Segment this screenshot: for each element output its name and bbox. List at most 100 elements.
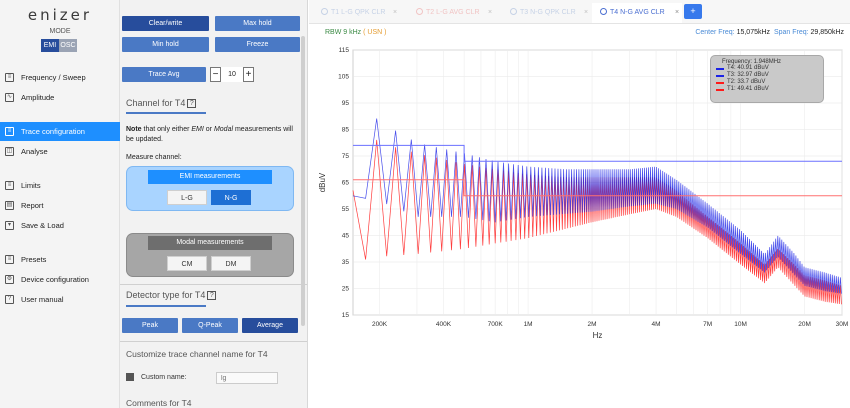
sidebar-item-device-configuration[interactable]: ⚙ Device configuration: [0, 270, 120, 289]
tab-close-icon[interactable]: ×: [488, 9, 493, 16]
sidebar-item-label: Analyse: [21, 147, 48, 156]
tab-close-icon[interactable]: ×: [675, 9, 680, 16]
custom-name-row: Custom name:: [126, 373, 187, 381]
y-tick-label: 105: [338, 74, 349, 81]
max-hold-button[interactable]: Max hold: [215, 16, 300, 31]
x-tick-label: 1M: [524, 321, 533, 328]
spectrum-svg: 15 25 35 45 55 65 75 85 95 105 115 200K 400K 700K 1M 2M…: [318, 47, 849, 340]
limits-icon: ≡: [5, 181, 14, 190]
custom-name-label: Custom name:: [141, 373, 187, 381]
note-bold: Note: [126, 126, 142, 133]
sidebar-item-presets[interactable]: ≡ Presets: [0, 250, 120, 269]
trace-avg-input[interactable]: [221, 67, 243, 82]
help-icon[interactable]: ?: [207, 291, 217, 300]
y-tick-label: 85: [342, 127, 350, 134]
clear-write-button[interactable]: Clear/write: [122, 16, 209, 31]
increment-button[interactable]: +: [243, 67, 254, 82]
note-modal: Modal: [213, 126, 234, 133]
legend-swatch: [716, 74, 724, 77]
limit-line-2: [353, 144, 842, 162]
decrement-button[interactable]: −: [210, 67, 221, 82]
app-logo: enizer: [27, 6, 93, 24]
note-text: or: [203, 126, 214, 133]
mode-osc-button[interactable]: OSC: [59, 39, 77, 52]
x-tick-label: 10M: [734, 321, 747, 328]
sidebar-item-user-manual[interactable]: ? User manual: [0, 290, 120, 309]
trace-avg-button[interactable]: Trace Avg: [122, 67, 206, 82]
x-axis-label: Hz: [593, 331, 603, 340]
tab-close-icon[interactable]: ×: [393, 9, 398, 16]
eye-icon: [416, 8, 423, 15]
trace-line-2: [352, 118, 842, 294]
x-tick-label: 400K: [436, 321, 452, 328]
add-trace-button[interactable]: +: [684, 4, 702, 19]
trace-avg-stepper: − +: [210, 67, 254, 82]
tab-t3[interactable]: T3 N-G QPK CLR: [502, 3, 594, 23]
note-text: that only either: [141, 126, 192, 133]
limit-line-1: [353, 179, 842, 197]
legend-label: T2: 33.7 dBuV: [727, 79, 766, 85]
sidebar-item-label: Save & Load: [21, 221, 64, 230]
peak-button[interactable]: Peak: [122, 318, 178, 333]
y-tick-label: 55: [342, 206, 350, 213]
x-tick-label: 30M: [836, 321, 849, 328]
report-icon: ▤: [5, 201, 14, 210]
spectrum-chart[interactable]: 15 25 35 45 55 65 75 85 95 105 115 200K 400K 700K 1M 2M…: [309, 38, 850, 408]
y-tick-label: 65: [342, 180, 350, 187]
span-freq-value: 29,850kHz: [810, 29, 844, 36]
sidebar-item-label: User manual: [21, 295, 64, 304]
sidebar-item-save-load[interactable]: ▾ Save & Load: [0, 216, 120, 235]
section-underline: [126, 305, 206, 307]
lg-channel-button[interactable]: L-G: [167, 190, 207, 205]
ng-channel-button[interactable]: N-G: [211, 190, 251, 205]
customize-section-title: Customize trace channel name for T4: [126, 349, 268, 359]
custom-name-input[interactable]: [216, 372, 278, 384]
divider: [120, 284, 307, 285]
min-hold-button[interactable]: Min hold: [122, 37, 209, 52]
save-icon: ▾: [5, 221, 14, 230]
x-tick-label: 20M: [798, 321, 811, 328]
sidebar-item-label: Device configuration: [21, 275, 89, 284]
x-tick-label: 7M: [703, 321, 712, 328]
tab-t4[interactable]: T4 N-G AVG CLR: [592, 3, 682, 23]
y-tick-label: 15: [342, 312, 350, 319]
tab-t2[interactable]: T2 L-G AVG CLR: [408, 3, 500, 23]
sidebar-item-trace-configuration[interactable]: ≡ Trace configuration: [0, 122, 120, 141]
panel-scrollbar[interactable]: [301, 36, 305, 326]
legend-swatch: [716, 81, 724, 84]
tab-label: T1 L-G QPK CLR: [331, 9, 386, 16]
custom-name-checkbox[interactable]: [126, 373, 134, 381]
note-emi: EMI: [191, 126, 204, 133]
average-button[interactable]: Average: [242, 318, 298, 333]
legend-entry: T3: 32.97 dBuV: [716, 72, 818, 79]
channel-section-label: Channel for T4: [126, 98, 186, 108]
mode-emi-button[interactable]: EMI: [41, 39, 59, 52]
modal-measurements-header: Modal measurements: [148, 236, 272, 250]
dm-button[interactable]: DM: [211, 256, 251, 271]
detector-section-label: Detector type for T4: [126, 290, 206, 300]
qpeak-button[interactable]: Q-Peak: [182, 318, 238, 333]
sidebar-item-amplitude[interactable]: ∿ Amplitude: [0, 88, 120, 107]
sidebar-item-label: Presets: [21, 255, 47, 264]
mode-toggle: EMI OSC: [41, 39, 77, 52]
freeze-button[interactable]: Freeze: [215, 37, 300, 52]
sidebar-item-report[interactable]: ▤ Report: [0, 196, 120, 215]
legend-entry: T1: 49.41 dBuV: [716, 86, 818, 93]
y-tick-label: 25: [342, 286, 350, 293]
amplitude-icon: ∿: [5, 93, 14, 102]
tab-close-icon[interactable]: ×: [584, 9, 589, 16]
sidebar-item-label: Frequency / Sweep: [21, 73, 86, 82]
emi-measurements-group: EMI measurements L-G N-G: [126, 166, 294, 211]
y-tick-label: 35: [342, 259, 350, 266]
sidebar-item-analyse[interactable]: ◫ Analyse: [0, 142, 120, 161]
freq-info: Center Freq: 15,075kHz Span Freq: 29,850…: [695, 29, 844, 36]
legend-swatch: [716, 67, 724, 70]
cm-button[interactable]: CM: [167, 256, 207, 271]
help-icon[interactable]: ?: [187, 99, 197, 108]
sidebar-item-limits[interactable]: ≡ Limits: [0, 176, 120, 195]
channel-section-title: Channel for T4?: [126, 98, 197, 108]
sidebar-item-frequency-sweep[interactable]: ≡ Frequency / Sweep: [0, 68, 120, 87]
trace-icon: ≡: [5, 127, 14, 136]
tab-t1[interactable]: T1 L-G QPK CLR: [313, 3, 405, 23]
